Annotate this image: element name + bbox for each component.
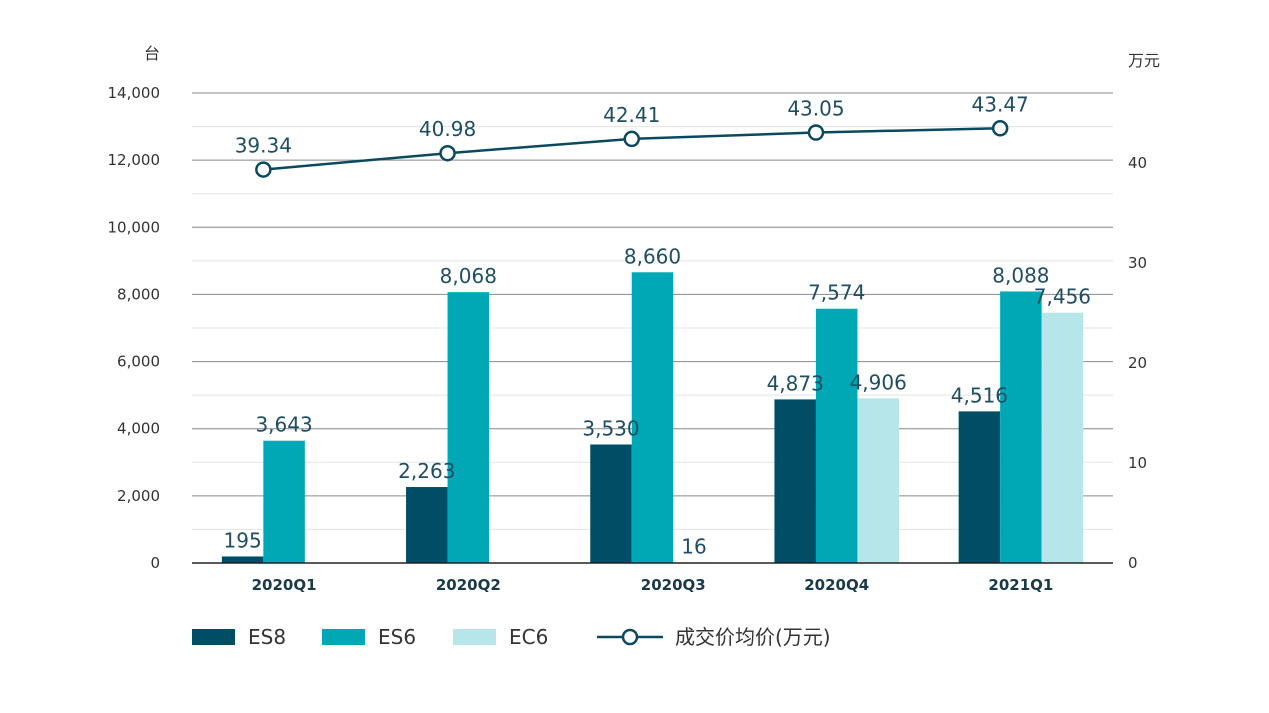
bar-data-label: 4,873 xyxy=(767,371,824,395)
bar-ec6-2020q4 xyxy=(857,398,899,563)
avg-price-marker xyxy=(255,161,272,178)
bar-es8-2021q1 xyxy=(958,411,1001,563)
y-left-tick-label: 6,000 xyxy=(117,353,160,371)
bar-es6-2020q4 xyxy=(815,308,858,563)
legend-item-ec6: EC6 xyxy=(453,625,548,649)
y-right-tick-label: 0 xyxy=(1128,554,1138,572)
legend-swatch xyxy=(453,629,496,645)
bar-data-label: 8,660 xyxy=(624,244,681,268)
y-left-tick-label: 4,000 xyxy=(117,420,160,438)
line-data-label: 42.41 xyxy=(603,103,660,127)
bar-es8-2020q4 xyxy=(774,399,816,563)
bar-data-label: 195 xyxy=(224,528,262,552)
bar-data-label: 8,088 xyxy=(992,263,1049,287)
bar-data-label: 4,906 xyxy=(850,370,907,394)
legend-item-avg-price: 成交价均价(万元) xyxy=(597,625,831,649)
bar-es6-2020q3 xyxy=(631,272,674,563)
y-right-tick-label: 40 xyxy=(1128,154,1147,172)
line-data-label: 40.98 xyxy=(419,117,476,141)
bar-data-label: 7,456 xyxy=(1034,285,1091,309)
y-left-tick-label: 10,000 xyxy=(108,218,161,236)
bar-data-label: 8,068 xyxy=(440,264,497,288)
line-data-label: 43.05 xyxy=(787,97,844,121)
bar-es6-2020q2 xyxy=(447,292,490,563)
x-category-label: 2020Q4 xyxy=(804,576,869,594)
bar-es6-2020q1 xyxy=(263,440,305,563)
bar-ec6-2021q1 xyxy=(1041,312,1084,563)
y-left-tick-label: 14,000 xyxy=(108,84,161,102)
avg-price-marker xyxy=(991,120,1009,137)
legend-swatch xyxy=(322,629,365,645)
bar-es8-2020q2 xyxy=(406,487,448,563)
y-left-tick-label: 8,000 xyxy=(117,285,160,303)
label-layer: 195 2,263 3,530 4,873 4,516 3,643 8,068 8,660 7,… xyxy=(224,92,1092,558)
bar-es8-2020q1 xyxy=(221,556,264,563)
bar-data-label: 4,516 xyxy=(951,383,1008,407)
legend-label: ES6 xyxy=(378,625,416,649)
bar-layer xyxy=(221,272,1084,563)
bar-data-label: 3,643 xyxy=(255,413,312,437)
x-category-label: 2021Q1 xyxy=(988,576,1053,594)
line-data-label: 39.34 xyxy=(235,134,292,158)
axis-layer: 台 万元 0 2,000 4,000 6,000 8,000 10,000 12,000 14… xyxy=(108,44,1161,594)
left-axis-unit: 台 xyxy=(144,44,160,63)
y-left-tick-label: 2,000 xyxy=(117,487,160,505)
bar-data-label: 16 xyxy=(681,534,706,558)
avg-price-marker xyxy=(623,130,640,148)
x-category-label: 2020Q2 xyxy=(436,576,501,594)
x-category-label: 2020Q1 xyxy=(252,576,317,594)
y-left-tick-label: 0 xyxy=(150,554,160,572)
bar-data-label: 2,263 xyxy=(398,459,455,483)
legend-swatch xyxy=(192,629,235,645)
bar-es8-2020q3 xyxy=(590,444,632,563)
avg-price-marker xyxy=(439,144,456,162)
right-axis-unit: 万元 xyxy=(1128,51,1160,70)
legend-item-es6: ES6 xyxy=(322,625,416,649)
bar-data-label: 3,530 xyxy=(582,416,639,440)
legend-marker-icon xyxy=(621,628,639,646)
y-left-tick-label: 12,000 xyxy=(108,151,161,169)
x-category-label: 2020Q3 xyxy=(641,576,706,594)
avg-price-marker xyxy=(807,124,825,141)
y-right-tick-label: 30 xyxy=(1128,254,1147,272)
legend-label: 成交价均价(万元) xyxy=(675,625,831,649)
legend-item-es8: ES8 xyxy=(192,625,286,649)
line-data-label: 43.47 xyxy=(972,92,1029,116)
legend: ES8 ES6 EC6 成交价均价(万元) xyxy=(192,625,831,649)
line-layer xyxy=(255,120,1009,178)
bar-data-label: 7,574 xyxy=(808,281,865,305)
y-right-tick-label: 10 xyxy=(1128,454,1147,472)
y-right-tick-label: 20 xyxy=(1128,354,1147,372)
bar-es6-2021q1 xyxy=(1000,291,1042,563)
legend-label: EC6 xyxy=(509,625,548,649)
legend-label: ES8 xyxy=(248,625,286,649)
